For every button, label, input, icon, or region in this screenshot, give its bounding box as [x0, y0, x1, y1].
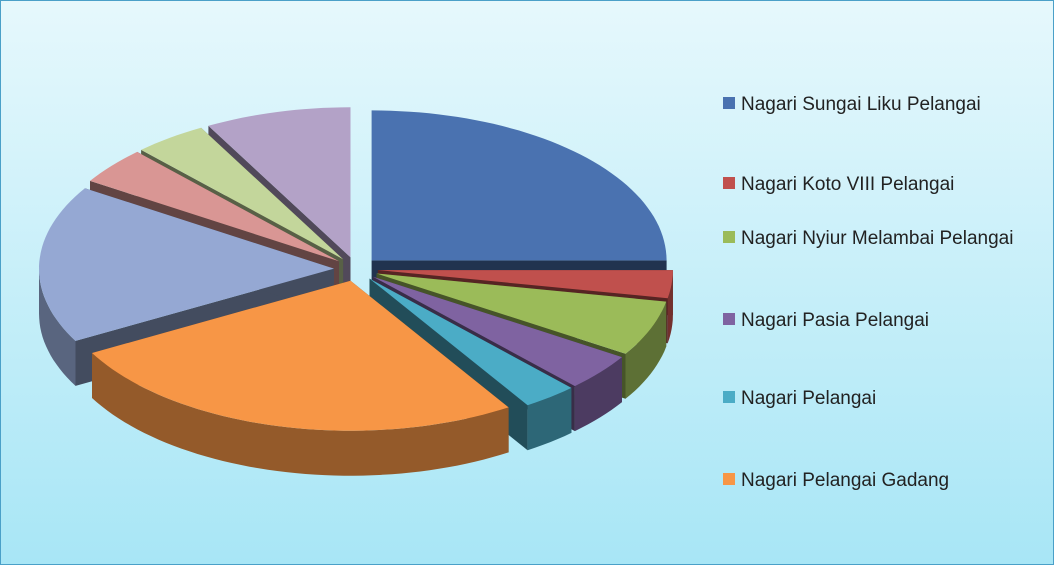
slice-side [574, 357, 622, 432]
slice [369, 278, 572, 406]
slice [376, 273, 667, 354]
legend-swatch [723, 473, 735, 485]
legend-swatch [723, 391, 735, 403]
legend-label: Nagari Nyiur Melambai Pelangai [741, 228, 1014, 249]
slice [208, 107, 351, 258]
slice [371, 110, 667, 261]
legend-item: Nagari Koto VIII Pelangai [723, 171, 1043, 199]
slice [90, 151, 339, 262]
legend-label: Nagari Pelangai [741, 388, 877, 409]
legend-label: Nagari Koto VIII Pelangai [741, 174, 955, 195]
slice-side [92, 353, 509, 476]
slice [39, 188, 334, 341]
slice [92, 280, 509, 431]
legend-label: Nagari Pelangai Gadang [741, 470, 950, 491]
slice-side [667, 270, 673, 344]
slice-side [625, 301, 667, 399]
legend-swatch [723, 177, 735, 189]
slice-side [39, 268, 76, 386]
pie-area [39, 107, 673, 476]
legend-label: Nagari Pasia Pelangai [741, 310, 930, 331]
slice-side [527, 387, 572, 451]
legend-swatch [723, 97, 735, 109]
legend-item: Nagari Pelangai [723, 385, 1043, 413]
legend-item: Nagari Pelangai Gadang [723, 467, 1043, 495]
legend-item: Nagari Sungai Liku Pelangai [723, 91, 1043, 119]
legend-swatch [723, 313, 735, 325]
slice [373, 276, 622, 387]
legend-swatch [723, 231, 735, 243]
legend-item: Nagari Nyiur Melambai Pelangai [723, 225, 1043, 253]
legend-label: Nagari Sungai Liku Pelangai [741, 94, 981, 115]
slice [141, 127, 344, 260]
legend-item: Nagari Pasia Pelangai [723, 307, 1043, 335]
slice [377, 270, 673, 299]
